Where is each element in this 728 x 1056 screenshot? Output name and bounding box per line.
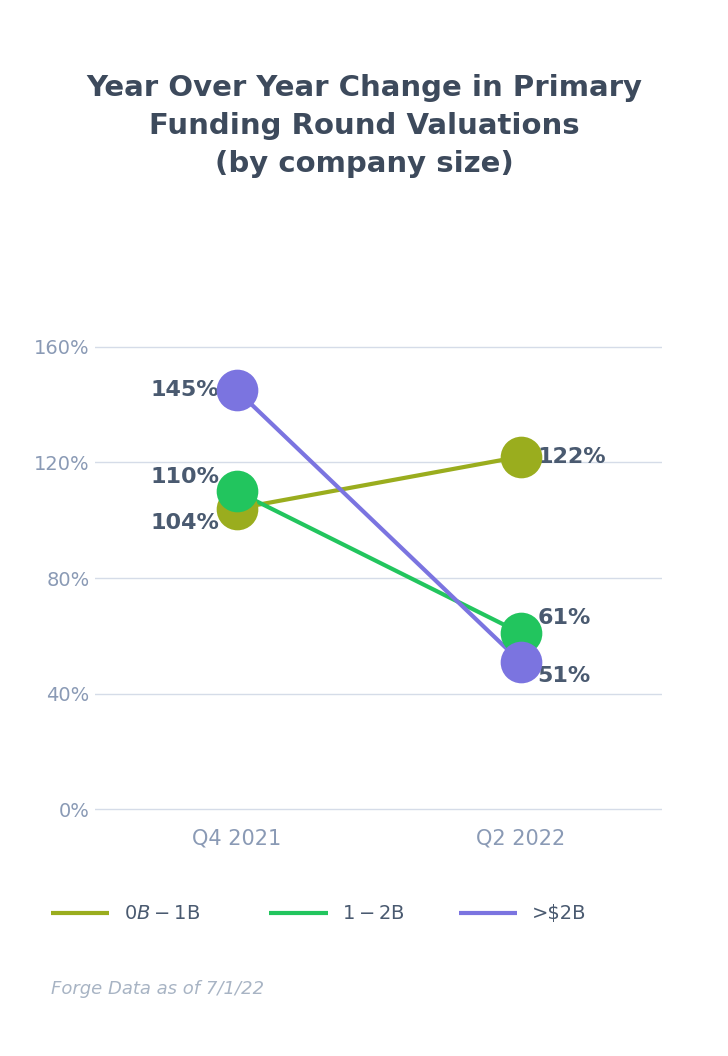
Point	[231, 501, 242, 517]
Point	[515, 624, 526, 641]
Point	[515, 448, 526, 465]
Point	[515, 654, 526, 671]
Text: $1-$2B: $1-$2B	[342, 904, 405, 923]
Point	[231, 381, 242, 398]
Text: 110%: 110%	[151, 467, 220, 487]
Text: Year Over Year Change in Primary
Funding Round Valuations
(by company size): Year Over Year Change in Primary Funding…	[86, 74, 642, 177]
Text: Forge Data as of 7/1/22: Forge Data as of 7/1/22	[51, 980, 264, 998]
Text: 61%: 61%	[537, 608, 591, 628]
Text: 51%: 51%	[537, 666, 591, 686]
Point	[231, 483, 242, 499]
Text: 104%: 104%	[151, 513, 220, 533]
Text: $0B-$1B: $0B-$1B	[124, 904, 200, 923]
Text: 122%: 122%	[537, 447, 606, 467]
Text: >$2B: >$2B	[531, 904, 586, 923]
Text: 145%: 145%	[151, 380, 220, 400]
